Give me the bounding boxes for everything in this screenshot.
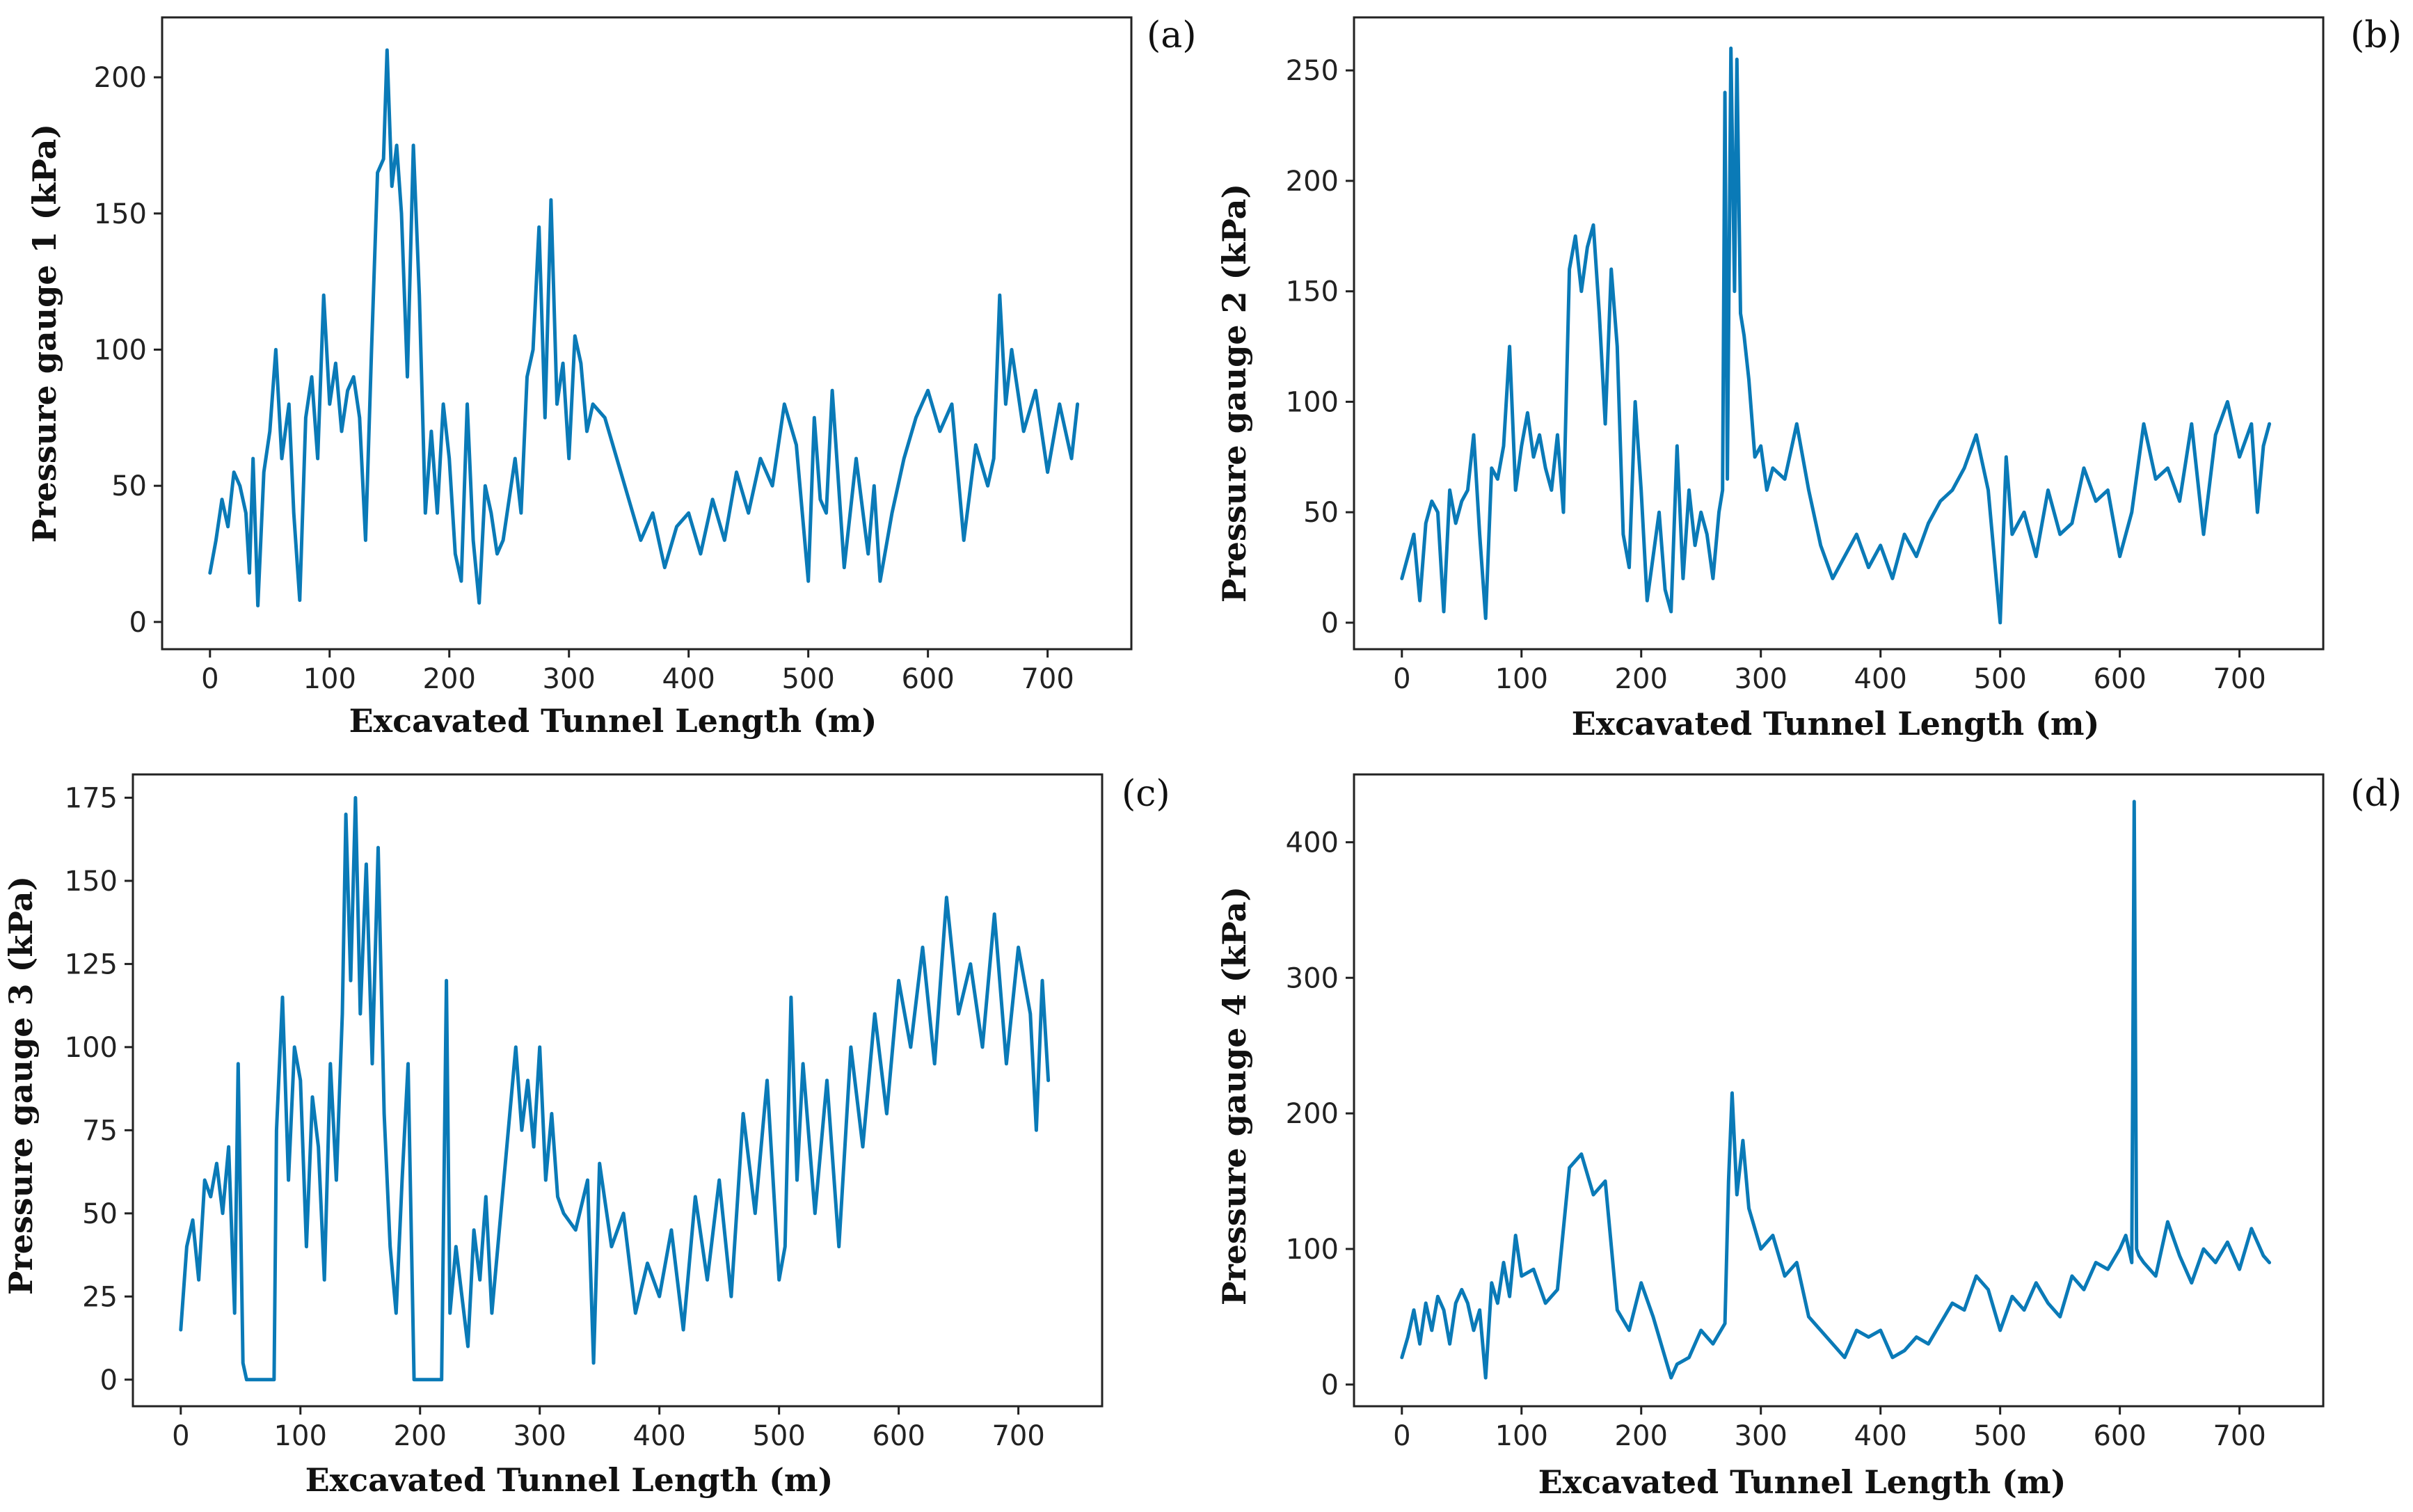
pressure-series-line: [1400, 46, 2272, 625]
plot-frame: [1353, 773, 2325, 1408]
y-tick-label: 50: [82, 1198, 118, 1230]
y-tick-label: 200: [94, 62, 147, 94]
y-tick-label: 100: [1286, 386, 1339, 418]
x-tick-label: 700: [992, 1420, 1044, 1452]
x-tick-label: 100: [1495, 663, 1548, 695]
y-tick-label: 125: [65, 948, 118, 980]
y-axis-label: Pressure gauge 2 (kPa): [1216, 184, 1253, 603]
pressure-series-line: [1400, 799, 2272, 1380]
chart-panel-b: 0 100 200 300 400 500 600 700 0 50 100 150 200 250 E…: [1216, 15, 2402, 742]
x-tick-label: 700: [2213, 1420, 2265, 1452]
y-tick-label: 0: [1321, 1369, 1339, 1401]
plot-frame: [1353, 16, 2325, 651]
x-axis-label: Excavated Tunnel Length (m): [349, 702, 877, 740]
y-tick-label: 150: [65, 866, 118, 898]
y-tick-label: 0: [1321, 607, 1339, 639]
x-tick-label: 600: [2093, 1420, 2146, 1452]
y-tick-label: 150: [94, 198, 147, 230]
y-tick-label: 100: [1286, 1234, 1339, 1266]
y-tick-label: 25: [82, 1281, 118, 1313]
x-tick-label: 300: [1735, 663, 1787, 695]
y-tick-label: 0: [100, 1364, 118, 1396]
x-axis-ticks: 0 100 200 300 400 500 600 700: [172, 1406, 1045, 1452]
x-axis-ticks: 0 100 200 300 400 500 600 700: [201, 649, 1074, 695]
x-tick-label: 100: [303, 663, 356, 695]
x-tick-label: 700: [2213, 663, 2265, 695]
chart-panel-c: 0 100 200 300 400 500 600 700 0 25 50 75 100 125 150 1…: [2, 773, 1170, 1499]
x-axis-ticks: 0 100 200 300 400 500 600 700: [1393, 649, 2266, 695]
x-axis-ticks: 0 100 200 300 400 500 600 700: [1393, 1406, 2266, 1452]
y-axis-ticks: 0 25 50 75 100 125 150 175: [65, 782, 133, 1396]
y-axis-ticks: 0 100 200 300 400: [1286, 827, 1354, 1401]
x-tick-label: 100: [274, 1420, 327, 1452]
y-tick-label: 0: [129, 607, 147, 639]
x-tick-label: 600: [2093, 663, 2146, 695]
x-tick-label: 0: [1393, 663, 1410, 695]
y-tick-label: 50: [1303, 497, 1339, 529]
y-axis-ticks: 0 50 100 150 200 250: [1286, 55, 1354, 639]
y-axis-label: Pressure gauge 1 (kPa): [26, 124, 63, 543]
pressure-series-line: [208, 48, 1080, 607]
pressure-series-line: [179, 796, 1051, 1382]
x-tick-label: 200: [1615, 663, 1668, 695]
x-tick-label: 400: [1854, 663, 1907, 695]
y-tick-label: 200: [1286, 1098, 1339, 1130]
panel-label: (d): [2350, 773, 2402, 815]
x-tick-label: 0: [201, 663, 218, 695]
x-tick-label: 500: [752, 1420, 805, 1452]
x-tick-label: 400: [1854, 1420, 1907, 1452]
y-tick-label: 400: [1286, 827, 1339, 859]
x-tick-label: 400: [633, 1420, 686, 1452]
x-tick-label: 200: [394, 1420, 447, 1452]
x-tick-label: 300: [1735, 1420, 1787, 1452]
y-tick-label: 200: [1286, 166, 1339, 198]
y-tick-label: 175: [65, 782, 118, 814]
panel-label: (c): [1122, 773, 1170, 815]
x-tick-label: 0: [1393, 1420, 1410, 1452]
plot-frame: [161, 16, 1133, 651]
x-tick-label: 400: [662, 663, 715, 695]
y-axis-ticks: 0 50 100 150 200: [94, 62, 162, 639]
x-tick-label: 600: [901, 663, 954, 695]
x-tick-label: 200: [423, 663, 476, 695]
y-axis-label: Pressure gauge 4 (kPa): [1216, 886, 1253, 1305]
x-axis-label: Excavated Tunnel Length (m): [305, 1461, 834, 1499]
x-tick-label: 600: [872, 1420, 925, 1452]
y-tick-label: 75: [82, 1115, 118, 1147]
x-tick-label: 300: [513, 1420, 566, 1452]
y-axis-label: Pressure gauge 3 (kPa): [2, 876, 40, 1295]
y-tick-label: 50: [111, 470, 147, 502]
x-tick-label: 700: [1021, 663, 1074, 695]
x-tick-label: 500: [781, 663, 834, 695]
y-tick-label: 100: [94, 334, 147, 366]
plot-frame: [132, 773, 1104, 1408]
y-tick-label: 250: [1286, 55, 1339, 87]
x-tick-label: 200: [1615, 1420, 1668, 1452]
x-axis-label: Excavated Tunnel Length (m): [1538, 1463, 2066, 1501]
panel-label: (a): [1147, 15, 1197, 56]
x-tick-label: 300: [543, 663, 596, 695]
x-axis-label: Excavated Tunnel Length (m): [1572, 705, 2100, 742]
y-tick-label: 150: [1286, 276, 1339, 308]
y-tick-label: 300: [1286, 962, 1339, 994]
chart-panel-a: 0 100 200 300 400 500 600 700 0 50 100 150 200 Exca…: [26, 15, 1197, 740]
y-tick-label: 100: [65, 1032, 118, 1064]
x-tick-label: 100: [1495, 1420, 1548, 1452]
panel-label: (b): [2350, 15, 2402, 56]
x-tick-label: 500: [1973, 663, 2026, 695]
x-tick-label: 500: [1973, 1420, 2026, 1452]
chart-panel-d: 0 100 200 300 400 500 600 700 0 100 200 300 400 Exc…: [1216, 773, 2402, 1501]
x-tick-label: 0: [172, 1420, 189, 1452]
